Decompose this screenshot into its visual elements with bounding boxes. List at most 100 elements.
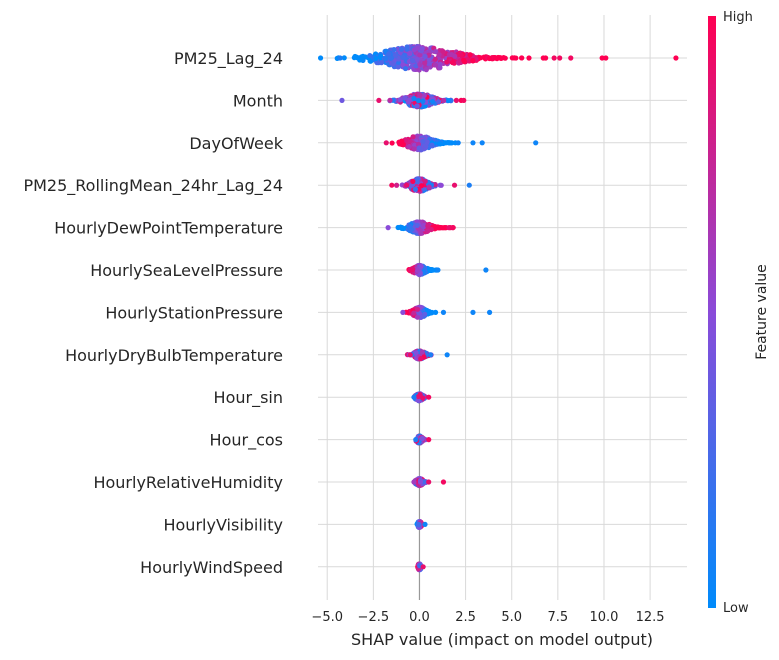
colorbar-title: Feature value xyxy=(754,264,770,360)
shap-point xyxy=(418,356,424,362)
feature-label: HourlyVisibility xyxy=(163,515,283,534)
shap-point xyxy=(425,223,431,229)
shap-point xyxy=(444,59,450,65)
shap-point xyxy=(457,59,463,65)
shap-point xyxy=(417,479,423,485)
colorbar-high-label: High xyxy=(723,10,753,25)
shap-point xyxy=(411,479,417,485)
colorbar-low-label: Low xyxy=(723,601,749,616)
shap-point xyxy=(317,55,324,61)
shap-point xyxy=(603,55,609,61)
shap-point xyxy=(551,55,557,61)
shap-point xyxy=(441,97,447,104)
shap-point xyxy=(426,437,432,443)
shap-point xyxy=(446,225,452,231)
shap-point xyxy=(411,95,417,102)
shap-point xyxy=(415,45,421,51)
shap-point xyxy=(426,184,432,190)
shap-point xyxy=(387,97,393,103)
shap-point xyxy=(461,97,467,103)
shap-point xyxy=(432,62,438,68)
grid-layer xyxy=(318,15,687,600)
shap-point xyxy=(449,59,456,66)
shap-point xyxy=(382,55,389,62)
shap-point xyxy=(422,178,428,184)
shap-point xyxy=(599,55,605,61)
shap-point xyxy=(422,53,428,60)
shap-point xyxy=(426,56,432,63)
colorbar: High Low Feature value xyxy=(708,10,770,616)
shap-point xyxy=(422,60,428,66)
shap-point xyxy=(403,182,410,188)
shap-point xyxy=(425,228,431,234)
shap-point xyxy=(389,182,395,188)
feature-label: HourlyDewPointTemperature xyxy=(54,219,283,238)
feature-label: HourlyStationPressure xyxy=(105,303,283,322)
shap-point xyxy=(419,349,425,355)
shap-point xyxy=(414,222,420,228)
colorbar-gradient xyxy=(708,16,716,608)
shap-point xyxy=(426,394,432,400)
shap-point xyxy=(414,56,420,62)
shap-point xyxy=(519,55,525,61)
shap-point xyxy=(424,139,430,145)
shap-point xyxy=(399,138,405,144)
shap-point xyxy=(399,62,406,68)
shap-point xyxy=(398,46,405,52)
shap-point xyxy=(352,53,358,60)
shap-point xyxy=(429,99,436,105)
shap-point xyxy=(450,225,456,231)
shap-point xyxy=(414,306,421,312)
shap-point xyxy=(445,97,451,104)
feature-label: HourlyWindSpeed xyxy=(140,558,283,577)
shap-point xyxy=(417,92,423,98)
shap-point xyxy=(407,267,413,273)
shap-point xyxy=(339,97,345,103)
shap-point xyxy=(437,61,443,67)
feature-label: Hour_cos xyxy=(210,431,283,451)
feature-label: PM25_RollingMean_24hr_Lag_24 xyxy=(23,176,283,196)
shap-point xyxy=(437,141,443,147)
x-tick-label: 7.5 xyxy=(548,610,569,625)
shap-point xyxy=(420,98,426,105)
shap-point xyxy=(390,61,396,67)
shap-point xyxy=(427,352,434,358)
x-tick-label: −5.0 xyxy=(311,610,343,625)
feature-label: HourlyDryBulbTemperature xyxy=(65,346,283,365)
x-tick-label: 0.0 xyxy=(409,610,430,625)
shap-point xyxy=(422,521,428,528)
x-tick-label: 5.0 xyxy=(501,610,522,625)
shap-point xyxy=(391,47,397,53)
shap-point xyxy=(453,97,459,103)
shap-point xyxy=(400,54,406,60)
shap-point xyxy=(410,178,416,184)
shap-point xyxy=(440,49,446,55)
shap-point xyxy=(418,183,425,189)
feature-label: Month xyxy=(233,91,283,110)
feature-label: HourlyRelativeHumidity xyxy=(93,473,283,492)
shap-point xyxy=(452,53,458,59)
shap-point xyxy=(389,140,395,146)
shap-point xyxy=(392,53,399,59)
shap-point xyxy=(426,479,432,485)
x-tick-label: 2.5 xyxy=(455,610,476,625)
shap-point xyxy=(407,50,413,57)
shap-point xyxy=(466,182,472,188)
shap-point xyxy=(419,435,425,442)
shap-point xyxy=(509,55,515,61)
shap-point xyxy=(483,267,489,273)
shap-point xyxy=(411,310,417,316)
shap-point xyxy=(407,223,413,230)
shap-point xyxy=(383,140,389,146)
shap-point xyxy=(461,59,468,65)
shap-point xyxy=(376,97,382,103)
shap-point xyxy=(416,145,422,151)
points-layer xyxy=(317,43,679,573)
shap-point xyxy=(543,55,549,61)
shap-point xyxy=(436,52,442,58)
shap-point xyxy=(402,95,408,101)
shap-point xyxy=(427,64,433,70)
shap-point xyxy=(404,46,410,52)
feature-labels: PM25_Lag_24 Month DayOfWeek PM25_RollingMea… xyxy=(23,49,283,577)
